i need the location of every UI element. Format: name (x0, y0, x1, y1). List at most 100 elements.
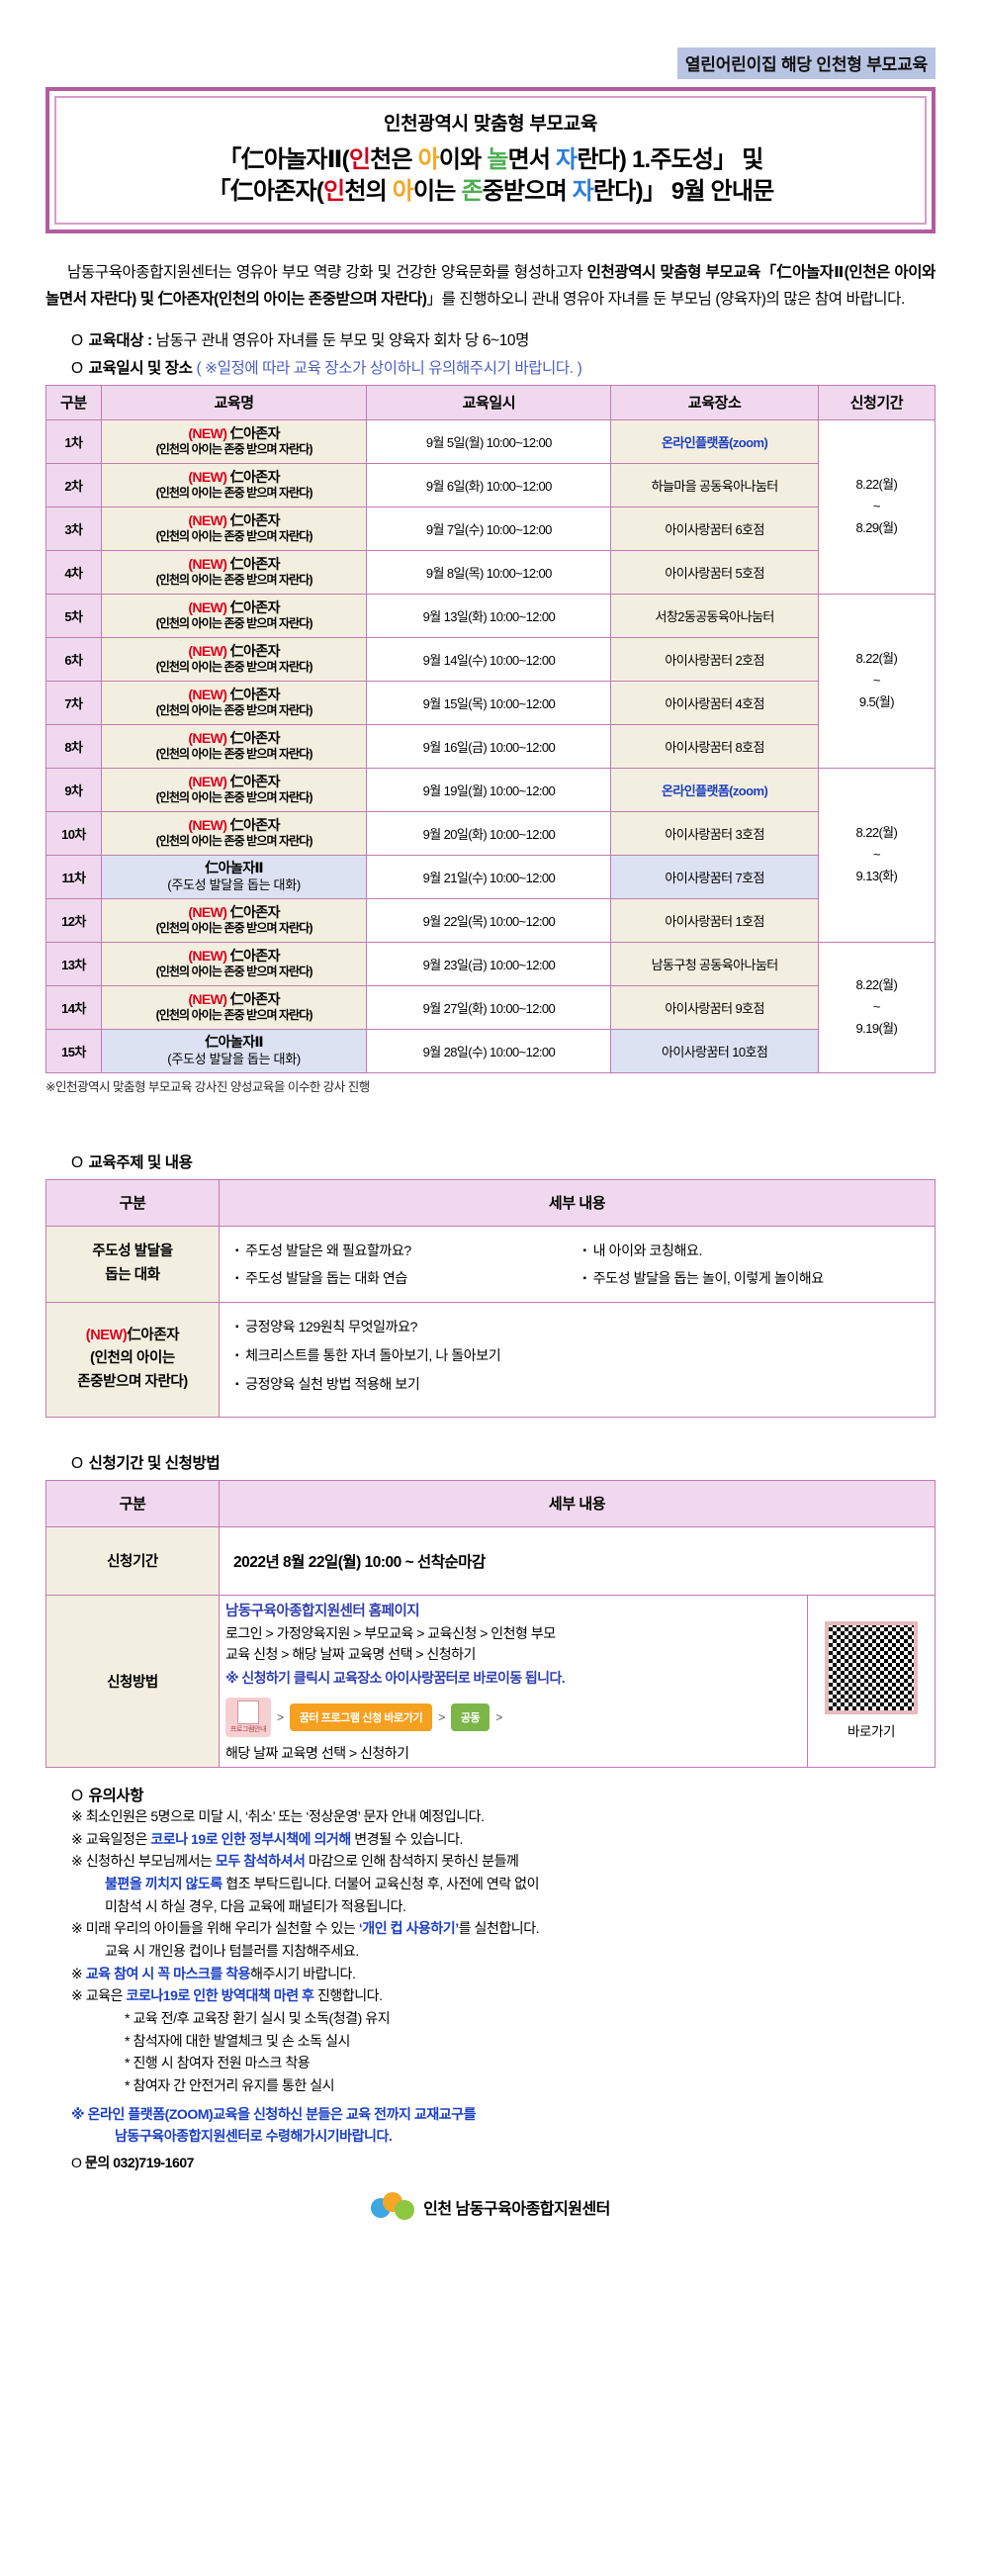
row-course-subtitle: (주도성 발달을 돕는 대화) (167, 1051, 301, 1066)
title2-p2: 천은 (370, 146, 418, 173)
row-course-name: 仁아놀자Ⅱ (주도성 발달을 돕는 대화) (100, 1028, 368, 1073)
row-course-title: (NEW) 仁아존자 (188, 599, 280, 616)
table-row: 4차 (NEW) 仁아존자 (인천의 아이는 존중 받으며 자란다) 9월 8일(목)… (45, 549, 936, 595)
row-location: 아이사랑꿈터 2호점 (610, 636, 819, 682)
title2-p5: 놀 (487, 146, 508, 173)
new-badge: (NEW) (188, 774, 230, 790)
notice-text: 최소인원은 5명으로 미달 시, ‘취소’ 또는 ‘정상운영’ 문자 안내 예정… (85, 1807, 485, 1824)
notice-text: 코로나 19로 인한 정부시책에 의거해 (150, 1830, 351, 1847)
apply-period-end: 9.13(화) (855, 869, 898, 884)
title2-p8: 란다 (577, 146, 619, 173)
topics-label-respect-l3: 존중받으며 자란다) (77, 1373, 188, 1390)
row-apply-period: 8.22(월) ~8.29(월) (817, 418, 936, 595)
schedule-header-row: 구분 교육명 교육일시 교육장소 신청기간 (45, 384, 936, 420)
notice-text: 협조 부탁드립니다. 더불어 교육신청 후, 사전에 연락 없이 (222, 1875, 540, 1891)
row-course-name: (NEW) 仁아존자 (인천의 아이는 존중 받으며 자란다) (100, 462, 368, 507)
notice-bullet-mark: ※ (71, 1853, 86, 1870)
notice-text: 신청하신 부모님께서는 (85, 1853, 216, 1870)
apply-heading: O 신청기간 및 신청방법 (45, 1451, 936, 1473)
list-item: 주도성 발달을 돕는 놀이, 이렇게 놀이해요 (583, 1268, 928, 1288)
notice-text: 해주시기 바랍니다. (250, 1965, 356, 1981)
row-course-subtitle: (인천의 아이는 존중 받으며 자란다) (155, 747, 313, 762)
online-platform-label: 온라인플랫폼(zoom) (662, 434, 768, 450)
row-course-title: 仁아놀자Ⅱ (205, 860, 264, 876)
topics-header-row: 구분 세부 내용 (45, 1178, 936, 1227)
row-course-subtitle: (인천의 아이는 존중 받으며 자란다) (155, 486, 313, 501)
notice-text: 교육일정은 (85, 1830, 151, 1847)
row-location: 아이사랑꿈터 7호점 (610, 854, 819, 899)
title3-open: 「仁아존자( (207, 178, 324, 206)
row-session-no: 4차 (45, 549, 102, 595)
row-course-title: (NEW) 仁아존자 (188, 687, 280, 703)
community-button[interactable]: 공동 (450, 1702, 490, 1731)
apply-warning: ※ 신청하기 클릭시 교육장소 아이사랑꿈터로 바로이동 됩니다. (225, 1669, 566, 1686)
notice-final-1-text: ※ 온라인 플랫폼(ZOOM)교육을 신청하신 분들은 교육 전까지 교재교구를 (71, 2105, 477, 2122)
bullet-target-value: 남동구 관내 영유아 자녀를 둔 부모 및 양육자 회차 당 6~10명 (155, 331, 530, 349)
bullet-target: O 교육대상 : 남동구 관내 영유아 자녀를 둔 부모 및 양육자 회차 당 6… (45, 328, 936, 350)
notice-final-2: 남동구육아종합지원센터로 수령해가시기바랍니다. (45, 2125, 936, 2148)
notice-text: 마감으로 인해 참석하지 못하신 분들께 (305, 1853, 519, 1870)
row-apply-period: 8.22(월) ~9.19(월) (817, 941, 936, 1073)
notice-sub-line: * 교육 전/후 교육장 환기 실시 및 소독(청결) 유지 (125, 2009, 391, 2026)
row-session-no: 5차 (45, 593, 102, 638)
row-course-subtitle: (인천의 아이는 존중 받으며 자란다) (155, 616, 313, 631)
apply-header-row: 구분 세부 내용 (45, 1479, 936, 1527)
topics-heading-mark: O (71, 1153, 83, 1171)
th-topics-gubun: 구분 (45, 1178, 220, 1227)
table-row: 10차 (NEW) 仁아존자 (인천의 아이는 존중 받으며 자란다) 9월 20일(… (45, 810, 936, 856)
notices-list: ※ 최소인원은 5명으로 미달 시, ‘취소’ 또는 ‘정상운영’ 문자 안내 … (45, 1805, 936, 2007)
row-datetime: 9월 21일(수) 10:00~12:00 (366, 854, 612, 899)
new-badge: (NEW) (188, 425, 230, 442)
schedule-footnote: ※인천광역시 맞춤형 부모교육 강사진 양성교육을 이수한 강사 진행 (45, 1079, 370, 1094)
row-course-name: (NEW) 仁아존자 (인천의 아이는 존중 받으며 자란다) (100, 680, 368, 725)
new-badge: (NEW) (188, 556, 230, 573)
notice-line: ※ 미래 우리의 아이들을 위해 우리가 실천할 수 있는 ‘개인 컵 사용하기… (45, 1917, 936, 1940)
row-datetime: 9월 20일(화) 10:00~12:00 (366, 810, 612, 856)
tagline-row: 열린어린이집 해당 인천형 부모교육 (45, 0, 936, 79)
row-datetime: 9월 7일(수) 10:00~12:00 (366, 506, 612, 551)
bullet-mark-target: O (71, 331, 83, 349)
row-course-title: (NEW) 仁아존자 (188, 948, 280, 965)
apply-path-line-2: 교육 신청 > 해당 날짜 교육명 선택 > 신청하기 (225, 1646, 476, 1663)
topics-detail-initiative: 주도성 발달은 왜 필요할까요? 내 아이와 코칭해요. 주도성 발달을 돕는 … (219, 1225, 936, 1303)
table-row: 11차 仁아놀자Ⅱ (주도성 발달을 돕는 대화) 9월 21일(수) 10:00~1… (45, 854, 936, 899)
new-badge: (NEW) (188, 817, 230, 834)
notice-final-2-text: 남동구육아종합지원센터로 수령해가시기바랍니다. (115, 2128, 393, 2145)
row-course-name: (NEW) 仁아존자 (인천의 아이는 존중 받으며 자란다) (100, 897, 368, 943)
topics-table: 구분 세부 내용 주도성 발달을 돕는 대화 주도성 발달은 왜 필요할까요? … (45, 1178, 936, 1418)
row-location: 아이사랑꿈터 5호점 (610, 549, 819, 595)
row-course-title: (NEW) 仁아존자 (188, 469, 280, 486)
notice-text: ‘개인 컵 사용하기’ (358, 1920, 459, 1937)
notice-bullet-mark: ※ (71, 1830, 86, 1847)
title-box-inner: 인천광역시 맞춤형 부모교육 「仁아놀자Ⅱ(인천은 아이와 놀면서 자란다) 1… (54, 96, 927, 225)
row-location: 아이사랑꿈터 10호점 (610, 1028, 819, 1073)
online-platform-label: 온라인플랫폼(zoom) (662, 782, 768, 798)
notice-bullet-mark: ※ (71, 1987, 86, 2004)
row-location: 아이사랑꿈터 1호점 (610, 897, 819, 943)
table-row: 14차 (NEW) 仁아존자 (인천의 아이는 존중 받으며 자란다) 9월 27일(… (45, 984, 936, 1030)
notice-text: 모두 참석하셔서 (215, 1853, 306, 1870)
row-course-subtitle: (인천의 아이는 존중 받으며 자란다) (155, 921, 313, 936)
list-item: 긍정양육 실천 방법 적용해 보기 (235, 1374, 927, 1394)
qr-code-icon[interactable] (825, 1621, 918, 1715)
th-place: 교육장소 (610, 384, 819, 420)
dream-program-apply-button[interactable]: 꿈터 프로그램 신청 바로가기 (289, 1702, 433, 1731)
new-badge: (NEW) (188, 512, 230, 529)
row-course-subtitle: (인천의 아이는 존중 받으며 자란다) (155, 660, 313, 675)
apply-method-cell: 남동구육아종합지원센터 홈페이지 로그인 > 가정양육지원 > 부모교육 > 교… (219, 1594, 936, 1768)
row-apply-period: 8.22(월) ~9.5(월) (817, 593, 936, 769)
program-thumbnail-icon: 프로그램안내 (225, 1697, 271, 1737)
topics-label-respect-l2: (인천의 아이는 (90, 1350, 175, 1367)
row-datetime: 9월 13일(화) 10:00~12:00 (366, 593, 612, 638)
bullet-target-label: 교육대상 : (88, 331, 153, 349)
title2-p7: 자 (556, 146, 578, 173)
apply-period-end: 8.29(월) (855, 520, 898, 536)
qr-label: 바로가기 (847, 1724, 896, 1740)
row-course-name: (NEW) 仁아존자 (인천의 아이는 존중 받으며 자란다) (100, 984, 368, 1030)
row-course-subtitle: (인천의 아이는 존중 받으며 자란다) (155, 703, 313, 718)
notice-line: 불편을 끼치지 않도록 협조 부탁드립니다. 더불어 교육신청 후, 사전에 연… (45, 1873, 936, 1895)
notice-bullet-mark: ※ (71, 1920, 86, 1937)
th-gubun: 구분 (45, 384, 102, 420)
notice-sub-line: * 참여자 간 안전거리 유지를 통한 실시 (125, 2076, 335, 2093)
row-course-name: (NEW) 仁아존자 (인천의 아이는 존중 받으며 자란다) (100, 941, 368, 986)
